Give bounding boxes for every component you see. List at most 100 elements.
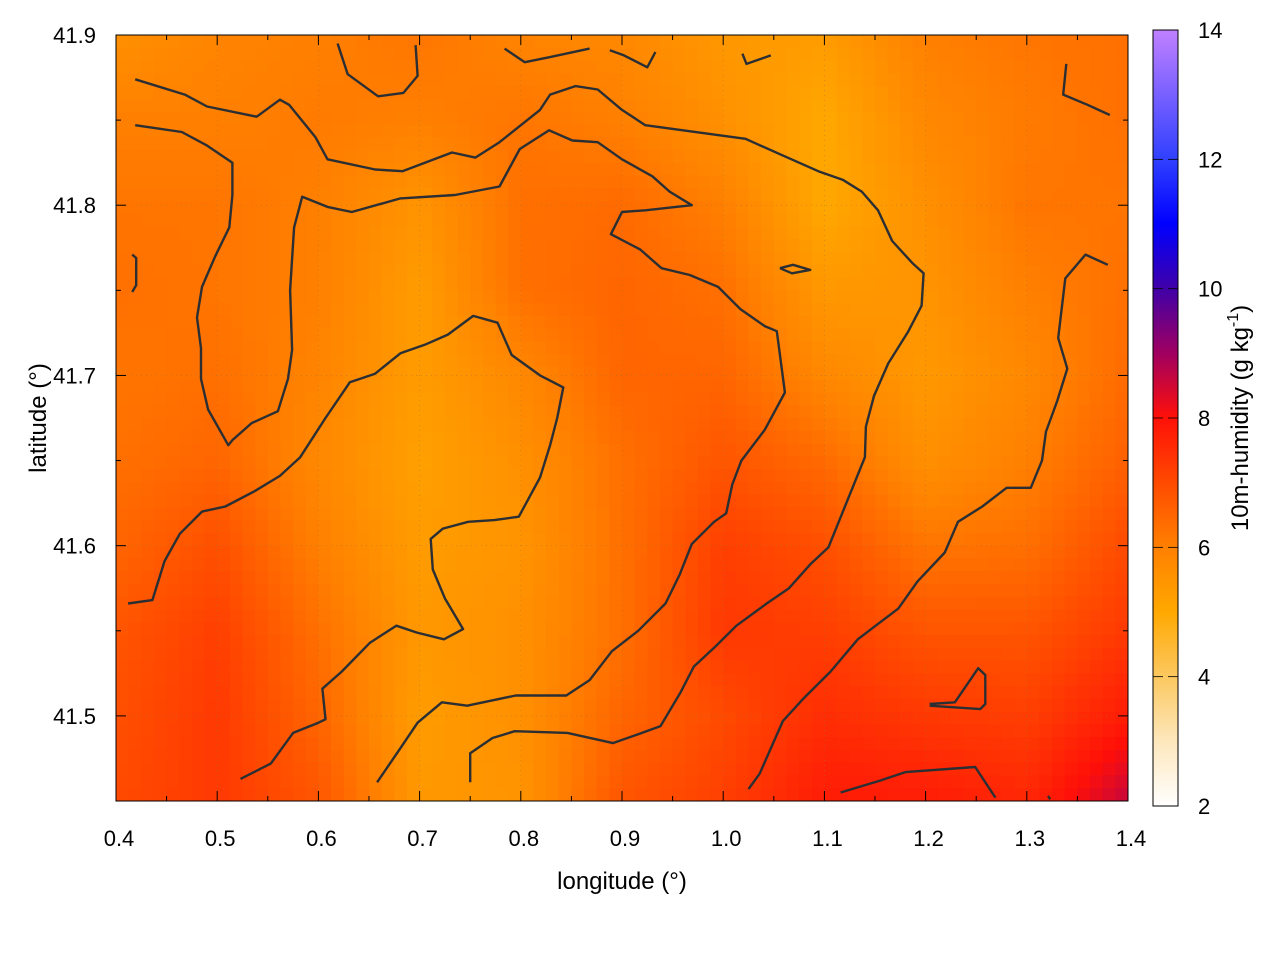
heatmap-cell xyxy=(141,315,155,330)
heatmap-cell xyxy=(457,673,471,687)
heatmap-cell xyxy=(1115,571,1128,585)
heatmap-cell xyxy=(799,711,813,725)
heatmap-cell xyxy=(710,635,724,649)
heatmap-cell xyxy=(950,252,965,266)
heatmap-cell xyxy=(735,111,750,125)
heatmap-cell xyxy=(432,392,446,406)
heatmap-cell xyxy=(1102,366,1116,381)
heatmap-cell xyxy=(584,392,598,406)
heatmap-cell xyxy=(862,507,876,521)
heatmap-cell xyxy=(128,507,142,521)
heatmap-cell xyxy=(229,469,244,483)
heatmap-cell xyxy=(255,749,269,764)
heatmap-cell xyxy=(533,213,547,228)
heatmap-cell xyxy=(331,571,345,585)
heatmap-cell xyxy=(1090,443,1104,457)
heatmap-cell xyxy=(609,558,623,572)
heatmap-cell xyxy=(116,149,130,164)
heatmap-cell xyxy=(900,520,914,534)
heatmap-cell xyxy=(343,762,357,777)
heatmap-cell xyxy=(318,315,332,330)
heatmap-cell xyxy=(925,379,939,394)
heatmap-cell xyxy=(596,660,610,674)
heatmap-cell xyxy=(988,749,1003,764)
heatmap-cell xyxy=(596,341,610,355)
heatmap-cell xyxy=(153,86,168,100)
heatmap-cell xyxy=(647,775,661,789)
heatmap-cell xyxy=(988,379,1003,394)
heatmap-cell xyxy=(976,430,990,445)
heatmap-cell xyxy=(811,226,825,240)
heatmap-cell xyxy=(482,635,497,649)
heatmap-cell xyxy=(331,698,345,713)
heatmap-cell xyxy=(293,149,307,164)
heatmap-cell xyxy=(748,469,762,483)
heatmap-cell xyxy=(659,175,674,189)
heatmap-cell xyxy=(584,175,598,189)
heatmap-cell xyxy=(381,405,395,419)
heatmap-cell xyxy=(242,596,256,611)
heatmap-cell xyxy=(963,149,977,164)
heatmap-cell xyxy=(1115,418,1128,432)
x-tick-label: 1.1 xyxy=(812,826,843,851)
heatmap-cell xyxy=(710,532,724,547)
heatmap-cell xyxy=(217,175,231,189)
heatmap-cell xyxy=(444,443,459,457)
heatmap-cell xyxy=(900,583,914,598)
heatmap-cell xyxy=(1115,405,1128,419)
heatmap-cell xyxy=(584,443,598,457)
heatmap-cell xyxy=(988,60,1003,74)
heatmap-cell xyxy=(799,213,813,228)
heatmap-cell xyxy=(217,673,231,687)
heatmap-cell xyxy=(116,213,130,228)
heatmap-cell xyxy=(773,315,788,330)
heatmap-cell xyxy=(900,686,914,700)
heatmap-cell xyxy=(1014,366,1028,381)
heatmap-cell xyxy=(508,392,522,406)
heatmap-cell xyxy=(331,596,345,611)
heatmap-cell xyxy=(685,609,699,623)
heatmap-cell xyxy=(406,354,421,368)
heatmap-cell xyxy=(520,175,535,189)
heatmap-cell xyxy=(293,303,307,317)
heatmap-cell xyxy=(369,609,383,623)
heatmap-cell xyxy=(293,647,307,662)
heatmap-cell xyxy=(1090,149,1104,164)
heatmap-cell xyxy=(1102,98,1116,113)
heatmap-cell xyxy=(381,35,395,49)
heatmap-cell xyxy=(204,775,218,789)
heatmap-cell xyxy=(571,596,585,611)
heatmap-cell xyxy=(153,226,168,240)
heatmap-cell xyxy=(735,749,750,764)
heatmap-cell xyxy=(444,418,459,432)
heatmap-cell xyxy=(141,635,155,649)
heatmap-cell xyxy=(369,315,383,330)
heatmap-cell xyxy=(508,596,522,611)
heatmap-cell xyxy=(761,162,775,177)
heatmap-cell xyxy=(988,456,1003,470)
heatmap-cell xyxy=(1052,47,1066,62)
heatmap-cell xyxy=(1039,277,1053,291)
heatmap-cell xyxy=(596,520,610,534)
heatmap-cell xyxy=(1064,545,1078,560)
heatmap-cell xyxy=(520,647,535,662)
heatmap-cell xyxy=(799,596,813,611)
heatmap-cell xyxy=(191,788,206,801)
heatmap-cell xyxy=(988,188,1003,202)
heatmap-cell xyxy=(938,596,952,611)
heatmap-cell xyxy=(1014,469,1028,483)
heatmap-cell xyxy=(685,213,699,228)
heatmap-cell xyxy=(558,60,572,74)
heatmap-cell xyxy=(748,264,762,279)
heatmap-cell xyxy=(849,673,863,687)
heatmap-cell xyxy=(116,532,130,547)
heatmap-cell xyxy=(609,469,623,483)
heatmap-cell xyxy=(128,86,142,100)
heatmap-cell xyxy=(153,698,168,713)
heatmap-cell xyxy=(697,609,712,623)
heatmap-cell xyxy=(1090,290,1104,304)
heatmap-cell xyxy=(887,443,901,457)
heatmap-cell xyxy=(533,673,547,687)
heatmap-cell xyxy=(938,239,952,253)
heatmap-cell xyxy=(1077,239,1091,253)
